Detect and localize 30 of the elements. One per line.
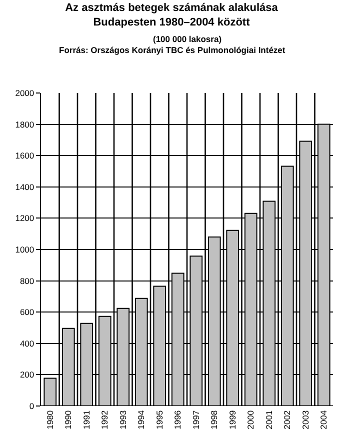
y-tick-label: 1400 [15,182,34,192]
x-tick-label: 1999 [227,410,238,430]
x-tick-label: 1997 [190,410,201,430]
x-tick-label: 1992 [100,410,110,430]
y-tick-label: 600 [20,307,34,318]
x-tick-label: 2003 [300,410,310,430]
x-tick-label: 2001 [264,410,274,430]
x-tick-label: 1994 [136,410,146,430]
y-tick-label: 800 [20,276,34,286]
x-tick-label: 1990 [63,410,74,430]
x-tick-label: 2000 [246,410,256,430]
x-tick-label: 1991 [81,410,92,430]
y-tick-label: 1200 [15,213,34,224]
text: Forrás: Országos Korányi TBC és Pulmonológiai Intézet [59,45,286,55]
y-tick-label: 200 [20,370,34,380]
y-tick-label: 1000 [15,244,34,254]
x-tick-label: 1980 [44,410,55,430]
x-tick-label: 1993 [118,410,128,430]
chart-subtitle: (100 000 lakosra) [153,34,222,44]
x-tick-label: 2004 [318,410,329,430]
x-tick-label: 1996 [172,410,183,430]
x-tick-label: 1998 [209,410,220,430]
y-tick-label: 1800 [15,119,34,130]
y-tick-label: 2000 [15,88,34,98]
y-tick-label: 0 [29,400,34,411]
chart-title: Az asztmás betegek számának alakulása Budapesten 1980–2004 között [65,2,279,28]
y-tick-label: 1600 [15,150,34,161]
y-tick-label: 400 [20,338,34,348]
x-tick-label: 1995 [154,410,164,430]
x-tick-label: 2002 [282,410,292,430]
